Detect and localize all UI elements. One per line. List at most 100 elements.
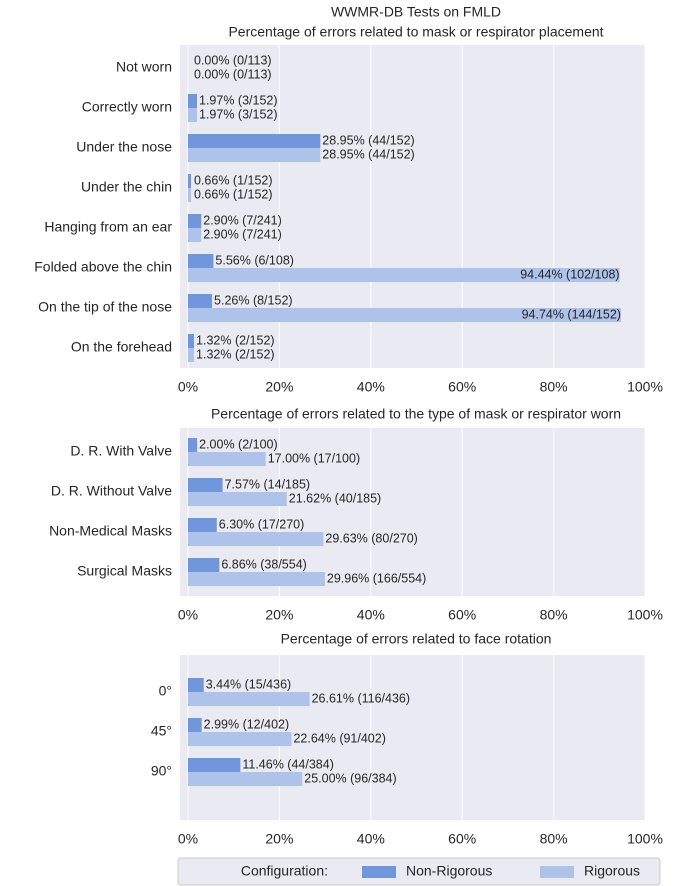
- y-tick-label: Non-Medical Masks: [49, 523, 172, 539]
- bar: [188, 572, 325, 586]
- x-tick-label: 80%: [540, 831, 568, 847]
- data-label: 1.97% (3/152): [199, 93, 278, 107]
- x-tick-label: 0%: [178, 831, 198, 847]
- data-label: 7.57% (14/185): [225, 477, 310, 491]
- bar: [188, 678, 204, 692]
- data-label: 21.62% (40/185): [289, 491, 381, 505]
- bar: [188, 348, 195, 362]
- subplot-title: Percentage of errors related to face rot…: [281, 631, 552, 647]
- x-tick-label: 20%: [265, 379, 293, 395]
- x-tick-label: 60%: [448, 379, 476, 395]
- legend: [177, 857, 661, 886]
- bar: [188, 174, 192, 188]
- bar: [188, 214, 202, 228]
- data-label: 94.74% (144/152): [522, 307, 621, 321]
- x-tick-label: 100%: [627, 607, 663, 623]
- data-label: 6.86% (38/554): [221, 557, 306, 571]
- x-tick-label: 20%: [265, 607, 293, 623]
- data-label: 29.96% (166/554): [327, 571, 426, 585]
- y-tick-label: Under the chin: [81, 179, 172, 195]
- bar: [188, 532, 324, 546]
- x-tick-label: 100%: [627, 379, 663, 395]
- legend-label: Rigorous: [584, 863, 640, 879]
- bar: [188, 294, 213, 308]
- y-tick-label: Folded above the chin: [34, 259, 172, 275]
- data-label: 2.99% (12/402): [204, 717, 289, 731]
- data-label: 28.95% (44/152): [322, 133, 414, 147]
- x-tick-label: 40%: [357, 831, 385, 847]
- bar: [188, 718, 202, 732]
- data-label: 3.44% (15/436): [206, 677, 291, 691]
- data-label: 28.95% (44/152): [322, 147, 414, 161]
- bar: [188, 94, 198, 108]
- legend-swatch: [540, 866, 574, 878]
- y-tick-label: Surgical Masks: [77, 563, 172, 579]
- data-label: 0.00% (0/113): [194, 53, 272, 67]
- data-label: 2.90% (7/241): [203, 227, 282, 241]
- bar: [188, 148, 321, 162]
- bar: [188, 334, 195, 348]
- data-label: 1.32% (2/152): [196, 333, 275, 347]
- subplot-title: Percentage of errors related to the type…: [211, 406, 621, 422]
- y-tick-label: Not worn: [116, 59, 172, 75]
- x-tick-label: 60%: [448, 607, 476, 623]
- data-label: 11.46% (44/384): [242, 757, 334, 771]
- x-tick-label: 20%: [265, 831, 293, 847]
- y-tick-label: Hanging from an ear: [44, 219, 172, 235]
- data-label: 25.00% (96/384): [304, 771, 396, 785]
- data-label: 2.00% (2/100): [199, 437, 278, 451]
- y-tick-label: 90°: [151, 763, 172, 779]
- bar: [188, 268, 620, 282]
- bar: [188, 308, 621, 322]
- data-label: 17.00% (17/100): [268, 451, 360, 465]
- data-label: 22.64% (91/402): [293, 731, 385, 745]
- data-label: 29.63% (80/270): [325, 531, 417, 545]
- y-tick-label: On the tip of the nose: [38, 299, 172, 315]
- bar: [188, 732, 292, 746]
- data-label: 0.66% (1/152): [194, 187, 273, 201]
- x-tick-label: 80%: [540, 379, 568, 395]
- data-label: 2.90% (7/241): [203, 213, 282, 227]
- bar: [188, 228, 202, 242]
- bar: [188, 692, 310, 706]
- figure-title: WWMR-DB Tests on FMLD: [331, 4, 501, 20]
- bar: [188, 188, 192, 202]
- bar: [188, 134, 321, 148]
- bar: [188, 438, 198, 452]
- x-tick-label: 0%: [178, 607, 198, 623]
- data-label: 1.32% (2/152): [196, 347, 275, 361]
- x-tick-label: 0%: [178, 379, 198, 395]
- x-tick-label: 60%: [448, 831, 476, 847]
- x-tick-label: 80%: [540, 607, 568, 623]
- data-label: 26.61% (116/436): [312, 691, 410, 705]
- data-label: 5.56% (6/108): [215, 253, 294, 267]
- bar: [188, 772, 303, 786]
- bar: [188, 492, 287, 506]
- y-tick-label: D. R. With Valve: [70, 443, 172, 459]
- data-label: 6.30% (17/270): [219, 517, 304, 531]
- bar: [188, 254, 214, 268]
- data-label: 5.26% (8/152): [214, 293, 293, 307]
- x-tick-label: 40%: [357, 607, 385, 623]
- legend-label: Non-Rigorous: [406, 863, 492, 879]
- x-tick-label: 40%: [357, 379, 385, 395]
- data-label: 0.00% (0/113): [194, 67, 272, 81]
- bar: [188, 558, 220, 572]
- y-tick-label: On the forehead: [71, 339, 172, 355]
- data-label: 0.66% (1/152): [194, 173, 273, 187]
- y-tick-label: 0°: [159, 683, 172, 699]
- bar: [188, 452, 266, 466]
- data-label: 1.97% (3/152): [199, 107, 278, 121]
- bar: [188, 758, 241, 772]
- y-tick-label: D. R. Without Valve: [51, 483, 172, 499]
- legend-title: Configuration:: [241, 863, 328, 879]
- bar: [188, 478, 223, 492]
- x-tick-label: 100%: [627, 831, 663, 847]
- y-tick-label: Under the nose: [76, 139, 172, 155]
- data-label: 94.44% (102/108): [520, 267, 619, 281]
- subplot-title: Percentage of errors related to mask or …: [228, 24, 603, 40]
- legend-swatch: [362, 866, 396, 878]
- bar: [188, 518, 217, 532]
- y-tick-label: 45°: [151, 723, 172, 739]
